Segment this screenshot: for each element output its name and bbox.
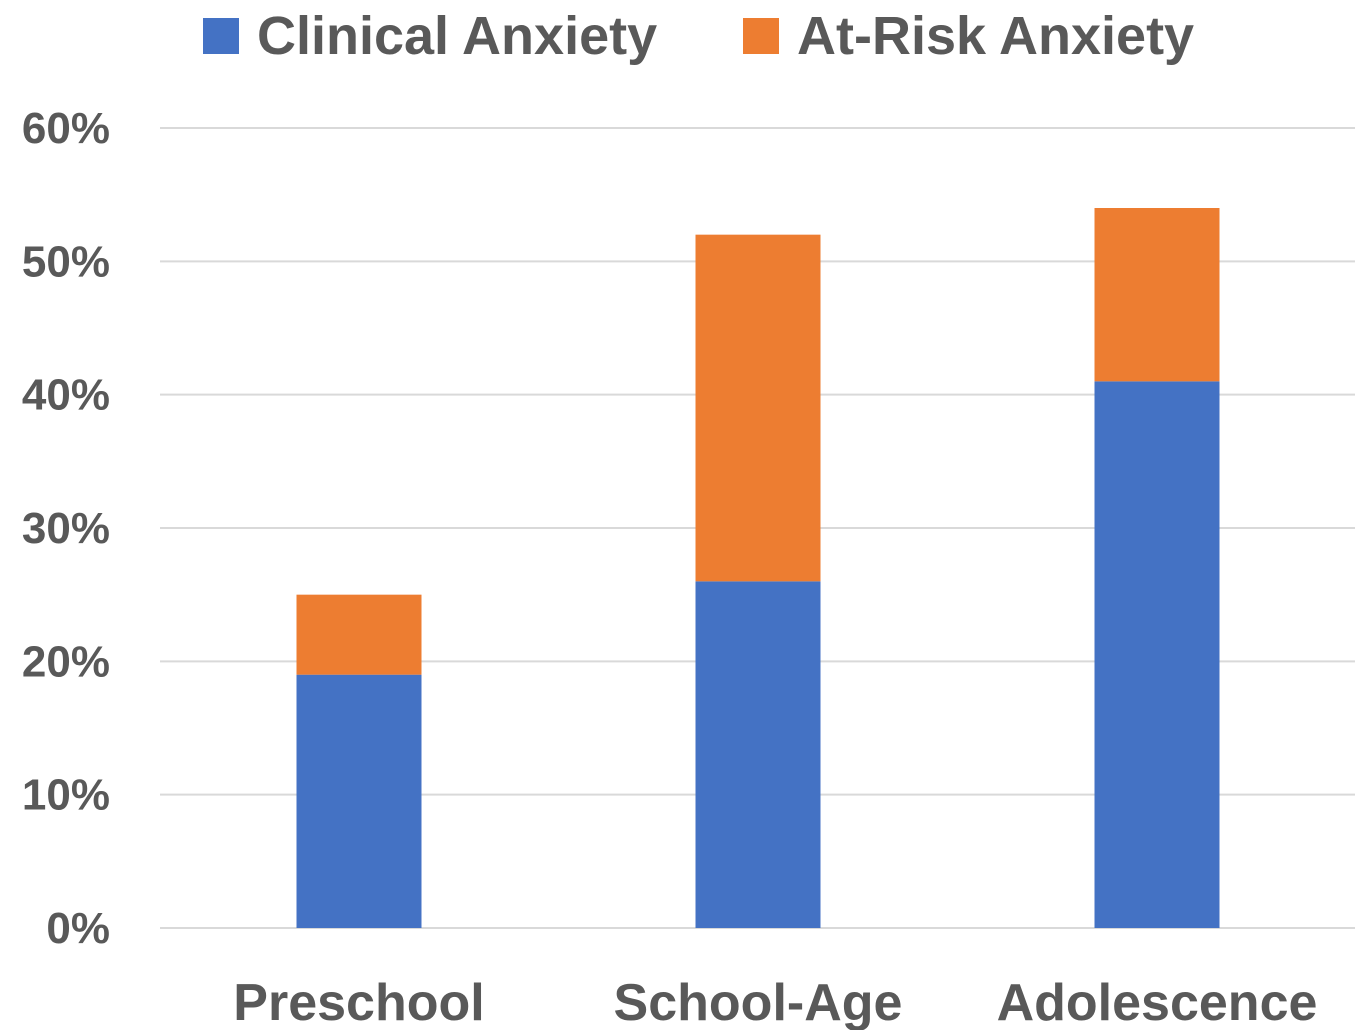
x-tick-label: Adolescence	[997, 974, 1318, 1030]
legend-swatch-at-risk	[743, 18, 779, 54]
bars	[296, 208, 1220, 928]
legend: Clinical Anxiety At-Risk Anxiety	[0, 6, 1355, 66]
bar-at-risk-preschool	[296, 594, 422, 675]
bar-clinical-school-age	[695, 581, 821, 928]
y-tick-label: 20%	[22, 637, 110, 686]
x-tick-label: School-Age	[614, 974, 903, 1030]
legend-item-at-risk: At-Risk Anxiety	[743, 6, 1194, 66]
bar-clinical-preschool	[296, 674, 422, 928]
y-axis-ticks: 0% 10% 20% 30% 40% 50% 60%	[22, 104, 110, 953]
bar-clinical-adolescence	[1094, 381, 1220, 928]
y-tick-label: 30%	[22, 504, 110, 553]
y-tick-label: 60%	[22, 104, 110, 153]
legend-label-at-risk: At-Risk Anxiety	[797, 6, 1195, 66]
legend-label-clinical: Clinical Anxiety	[257, 6, 658, 66]
y-tick-label: 10%	[22, 771, 110, 820]
legend-item-clinical: Clinical Anxiety	[203, 6, 657, 66]
x-axis-labels: Preschool School-Age Adolescence	[233, 974, 1317, 1030]
y-tick-label: 0%	[46, 904, 110, 953]
bar-at-risk-adolescence	[1094, 208, 1220, 382]
legend-swatch-clinical	[203, 18, 239, 54]
y-tick-label: 50%	[22, 237, 110, 286]
bar-at-risk-school-age	[695, 234, 821, 582]
x-tick-label: Preschool	[233, 974, 484, 1030]
y-tick-label: 40%	[22, 371, 110, 420]
